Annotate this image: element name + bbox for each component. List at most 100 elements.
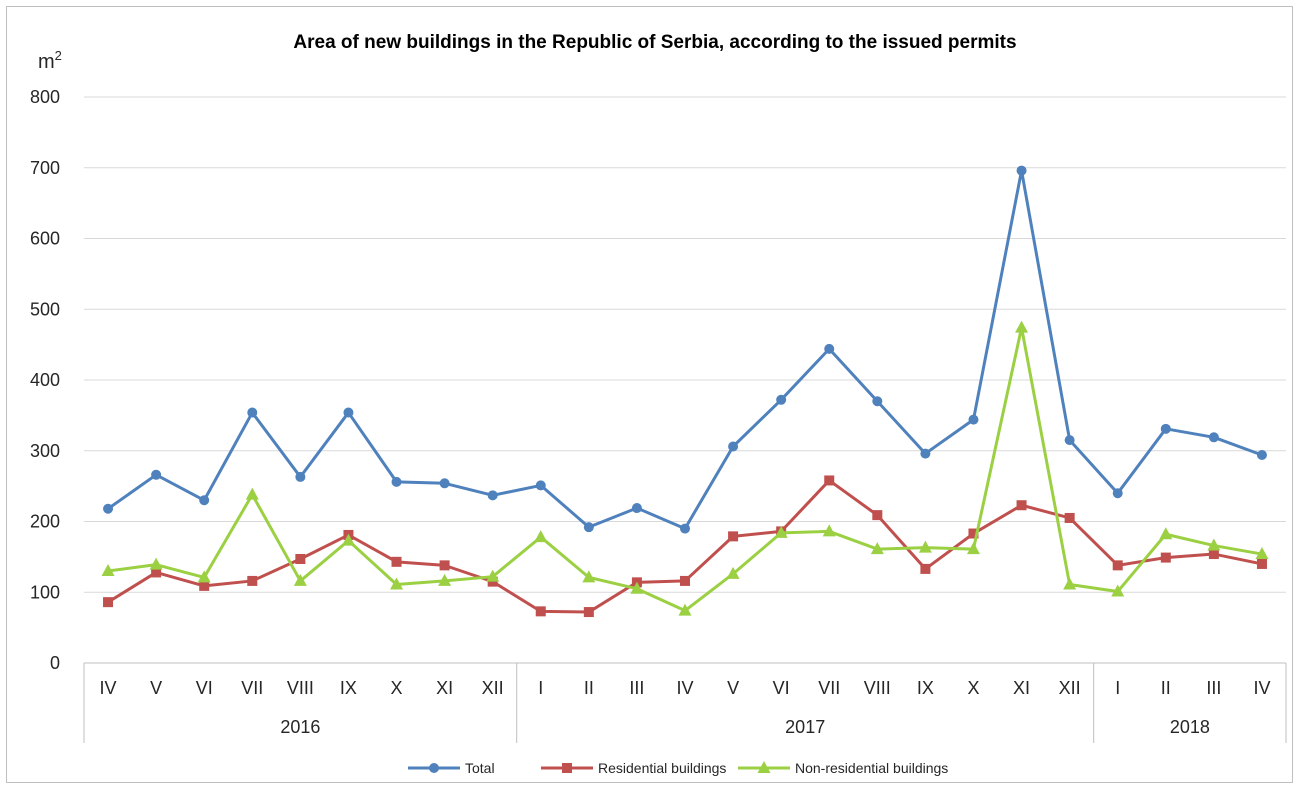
data-point: [968, 414, 979, 425]
x-tick-label: XII: [1059, 678, 1081, 698]
data-point: [1256, 558, 1267, 569]
y-tick-label: 500: [30, 299, 60, 319]
chart-title: Area of new buildings in the Republic of…: [293, 32, 1016, 53]
data-point: [343, 407, 354, 418]
data-point: [1207, 538, 1221, 551]
data-point: [391, 476, 402, 487]
data-point: [582, 570, 596, 583]
series-line: [107, 169, 1263, 531]
data-point: [870, 542, 884, 555]
data-point: [247, 407, 258, 418]
data-point: [245, 487, 259, 500]
series-residential-buildings: [103, 475, 1267, 618]
x-tick-label: IX: [917, 678, 934, 698]
data-point: [199, 580, 210, 591]
data-point: [1159, 527, 1173, 540]
data-point: [1016, 500, 1027, 511]
chart-frame: [6, 6, 1293, 783]
data-point: [1160, 423, 1171, 434]
y-tick-label: 400: [30, 370, 60, 390]
x-tick-label: I: [538, 678, 543, 698]
x-axis: IV V VI VII VIII IX X XI XII I II III IV V VI VII VIII IX…: [83, 662, 1287, 743]
x-tick-label: IV: [1253, 678, 1270, 698]
x-tick-label: XII: [482, 678, 504, 698]
y-tick-label: 100: [30, 582, 60, 602]
data-point: [1208, 549, 1219, 560]
legend-label: Residential buildings: [598, 760, 726, 776]
data-point: [429, 763, 439, 773]
data-point: [535, 606, 546, 617]
data-point: [390, 577, 404, 590]
y-tick-label: 600: [30, 229, 60, 249]
data-point: [728, 441, 739, 452]
x-tick-label: IX: [340, 678, 357, 698]
data-point: [101, 564, 115, 577]
data-point: [1112, 560, 1123, 571]
data-point: [1112, 488, 1123, 499]
legend-label: Total: [465, 760, 495, 776]
data-point: [149, 557, 163, 570]
data-point: [151, 567, 162, 578]
data-point: [583, 607, 594, 618]
data-point: [1064, 435, 1075, 446]
data-point: [1111, 584, 1125, 597]
data-point: [341, 533, 355, 546]
data-point: [103, 597, 114, 608]
data-point: [774, 525, 788, 538]
data-point: [920, 448, 931, 459]
data-point: [1255, 547, 1269, 560]
x-tick-label: V: [150, 678, 162, 698]
data-point: [486, 569, 500, 582]
data-point: [966, 542, 980, 555]
data-point: [824, 475, 835, 486]
data-point: [1256, 449, 1267, 460]
y-tick-label: 300: [30, 441, 60, 461]
legend-label: Non-residential buildings: [795, 760, 948, 776]
x-tick-label: XI: [1013, 678, 1030, 698]
legend: Total Residential buildings Non-residentia…: [408, 760, 948, 776]
data-point: [295, 553, 306, 564]
x-tick-label: I: [1115, 678, 1120, 698]
data-point: [680, 523, 690, 534]
data-point: [535, 480, 546, 491]
data-point: [487, 490, 498, 501]
data-point: [534, 530, 548, 543]
data-point: [678, 603, 692, 616]
data-point: [824, 343, 835, 354]
data-point: [197, 570, 211, 583]
data-point: [631, 503, 642, 514]
data-point: [726, 566, 740, 579]
data-point: [1160, 552, 1171, 563]
legend-item: Non-residential buildings: [738, 760, 948, 776]
y-axis-unit-superscript: 2: [55, 48, 62, 63]
data-point: [562, 763, 572, 773]
x-tick-label: VIII: [864, 678, 891, 698]
data-point: [293, 573, 307, 586]
x-tick-label: IV: [100, 678, 117, 698]
data-point: [728, 531, 739, 542]
data-point: [680, 575, 690, 586]
y-axis-unit: m: [38, 51, 55, 73]
y-axis-ticks: 0 100 200 300 400 500 600 700 800: [30, 87, 60, 673]
x-tick-label: XI: [436, 678, 453, 698]
data-point: [1015, 320, 1029, 333]
data-point: [920, 563, 931, 574]
data-point: [439, 478, 450, 489]
x-tick-label: III: [1206, 678, 1221, 698]
x-tick-label: II: [1161, 678, 1171, 698]
x-tick-label: X: [391, 678, 403, 698]
data-point: [822, 524, 836, 537]
year-label: 2017: [785, 717, 825, 737]
data-point: [872, 510, 883, 521]
data-point: [438, 573, 452, 586]
data-point: [1208, 432, 1219, 443]
data-point: [630, 581, 644, 594]
data-point: [151, 469, 162, 480]
x-tick-label: VI: [196, 678, 213, 698]
data-point: [103, 503, 114, 514]
y-tick-label: 200: [30, 512, 60, 532]
x-tick-label: X: [967, 678, 979, 698]
x-tick-label: V: [727, 678, 739, 698]
data-point: [1064, 512, 1075, 523]
data-point: [391, 556, 402, 567]
